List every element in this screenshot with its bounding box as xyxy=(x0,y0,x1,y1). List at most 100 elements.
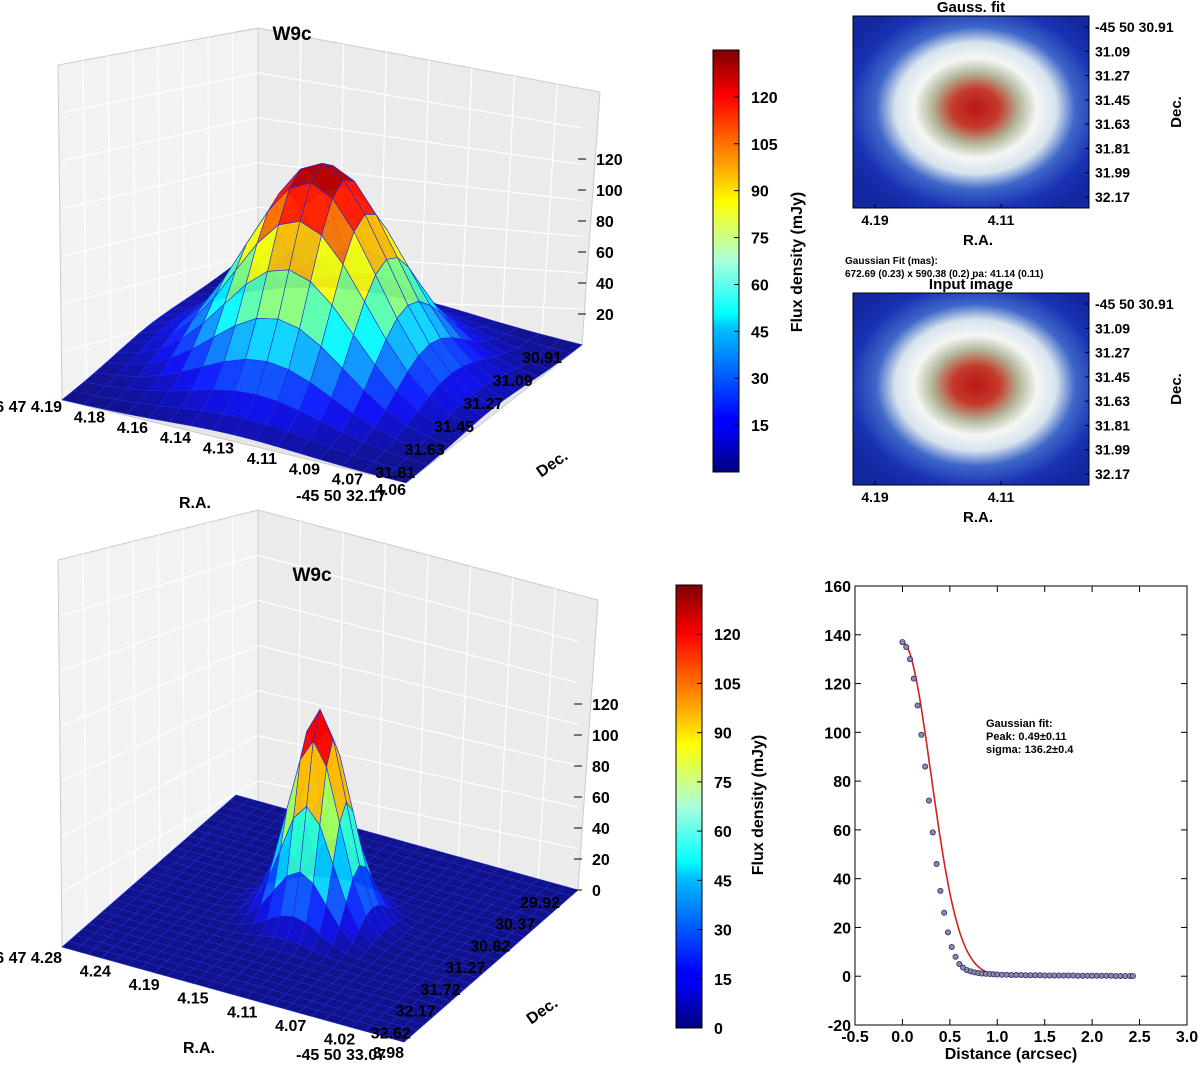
z-tick-label: 60 xyxy=(592,790,610,807)
pane-gridline xyxy=(537,588,557,883)
x-tick-label: 2.5 xyxy=(1128,1029,1150,1046)
heatmap-annotation: Gaussian Fit (mas): xyxy=(845,256,938,267)
pane-gridline xyxy=(61,72,259,114)
x-tick-label: 3.0 xyxy=(1176,1029,1198,1046)
pane-gridline xyxy=(232,516,235,842)
x-tick-label: 4.02 xyxy=(324,1031,355,1048)
colorbar-tick-label: 90 xyxy=(714,726,732,743)
y-tick-label: 30.91 xyxy=(522,350,562,367)
data-point xyxy=(956,961,963,968)
y-tick-label: -45 50 32.17 xyxy=(296,488,386,505)
data-point xyxy=(929,829,936,836)
x-tick-label: 4.24 xyxy=(80,964,111,981)
surface-plot-4 xyxy=(57,509,599,1043)
y-tick-label: 29.92 xyxy=(520,895,560,912)
colorbar-tick-label: 75 xyxy=(714,775,732,792)
pane-gridline xyxy=(182,528,186,872)
y-tick-label: 100 xyxy=(824,725,851,742)
z-tick-label: 40 xyxy=(596,276,614,293)
heatmap-y-tick-label: 31.09 xyxy=(1095,43,1130,59)
pane-gridline xyxy=(107,547,112,917)
heatmap-y-tick-label: 31.63 xyxy=(1095,393,1130,409)
pane-gridline xyxy=(61,161,259,210)
heatmap-y-tick-label: 31.45 xyxy=(1095,369,1130,385)
heatmap-image xyxy=(852,15,1090,209)
pane-gridline xyxy=(459,67,473,344)
pane-gridline xyxy=(61,735,259,837)
x-tick-label: 2.0 xyxy=(1081,1029,1103,1046)
colorbar-fill xyxy=(675,584,703,1029)
z-tick-label: 20 xyxy=(596,307,614,324)
y-tick-label: 31.81 xyxy=(375,465,415,482)
x-tick-label: -0.5 xyxy=(841,1029,869,1046)
pane-gridline xyxy=(107,55,112,386)
colorbar-tick-label: 30 xyxy=(751,371,769,388)
fit-annotation: Gaussian fit: xyxy=(986,718,1053,730)
colorbar-tick-label: 45 xyxy=(751,324,769,341)
data-point xyxy=(948,943,955,950)
heatmap-2 xyxy=(852,15,1090,209)
data-point xyxy=(907,656,914,663)
z-tick-label: 40 xyxy=(592,821,610,838)
z-tick-label: 100 xyxy=(592,728,619,745)
z-tick-label: 60 xyxy=(596,245,614,262)
data-point xyxy=(899,639,906,646)
pane-gridline xyxy=(257,117,583,165)
z-tick-label: 120 xyxy=(596,152,623,169)
heatmap-y-tick-label: 31.45 xyxy=(1095,92,1130,108)
x-tick-label: 0.5 xyxy=(939,1029,961,1046)
y-tick-label: 80 xyxy=(833,774,851,791)
pane-gridline xyxy=(61,251,259,305)
y-tick-label: 60 xyxy=(833,823,851,840)
heatmap-image xyxy=(852,292,1090,486)
pane-gridline xyxy=(540,83,558,345)
y-tick-label: 20 xyxy=(833,920,851,937)
profile-plot xyxy=(854,585,1188,1026)
x-tick-label: 3.98 xyxy=(373,1045,404,1062)
y-tick-label: 120 xyxy=(824,677,851,694)
plot-title: W9c xyxy=(292,565,332,586)
data-point xyxy=(918,731,925,738)
colorbar-tick-label: 45 xyxy=(714,873,732,890)
y-tick-label: -45 50 33.07 xyxy=(296,1047,386,1064)
pane-gridline xyxy=(207,522,210,857)
colorbar-tick-label: 15 xyxy=(751,418,769,435)
pane-gridline xyxy=(61,117,259,162)
pane-gridline xyxy=(61,554,259,616)
y-tick-label: 31.72 xyxy=(421,982,461,999)
x-tick-label: 4.06 xyxy=(375,482,406,499)
pane-gridline xyxy=(500,75,516,345)
data-point xyxy=(937,887,944,894)
z-tick-label: 120 xyxy=(592,697,619,714)
heatmap-y-tick-label: 31.09 xyxy=(1095,320,1130,336)
surface-facet xyxy=(390,1032,412,1043)
x-tick-label: 4.07 xyxy=(275,1018,306,1035)
x-tick-label: 1.5 xyxy=(1034,1029,1056,1046)
y-tick-label: 160 xyxy=(824,579,851,596)
heatmap-title: Gauss. fit xyxy=(937,0,1005,16)
heatmap-x-label: R.A. xyxy=(963,232,993,249)
colorbar-5 xyxy=(675,584,703,1029)
pane-gridline xyxy=(61,599,259,672)
colorbar-tick-label: 105 xyxy=(714,676,741,693)
z-tick-label: 20 xyxy=(592,852,610,869)
colorbar-tick-label: 60 xyxy=(714,824,732,841)
x-tick-label: 4.15 xyxy=(177,991,208,1008)
heatmap-x-tick-label: 4.11 xyxy=(988,489,1015,505)
pane-gridline xyxy=(257,644,579,725)
z-tick-label: 100 xyxy=(596,183,623,200)
pane-gridline xyxy=(417,554,429,859)
pane-gridline xyxy=(132,51,137,379)
y-tick-label: 40 xyxy=(833,872,851,889)
colorbar-tick-label: 30 xyxy=(714,923,732,940)
pane-gridline xyxy=(257,72,583,129)
colorbar-tick-label: 75 xyxy=(751,231,769,248)
z-tick-label: 80 xyxy=(592,759,610,776)
heatmap-y-tick-label: 31.27 xyxy=(1095,68,1130,84)
x-axis-label: R.A. xyxy=(179,495,211,512)
x-tick-label: 4.11 xyxy=(247,451,277,468)
heatmap-y-tick-label: 31.99 xyxy=(1095,442,1130,458)
data-point xyxy=(925,797,932,804)
heatmap-y-tick-label: 31.81 xyxy=(1095,417,1130,433)
x-tick-label: 4.09 xyxy=(289,461,320,478)
